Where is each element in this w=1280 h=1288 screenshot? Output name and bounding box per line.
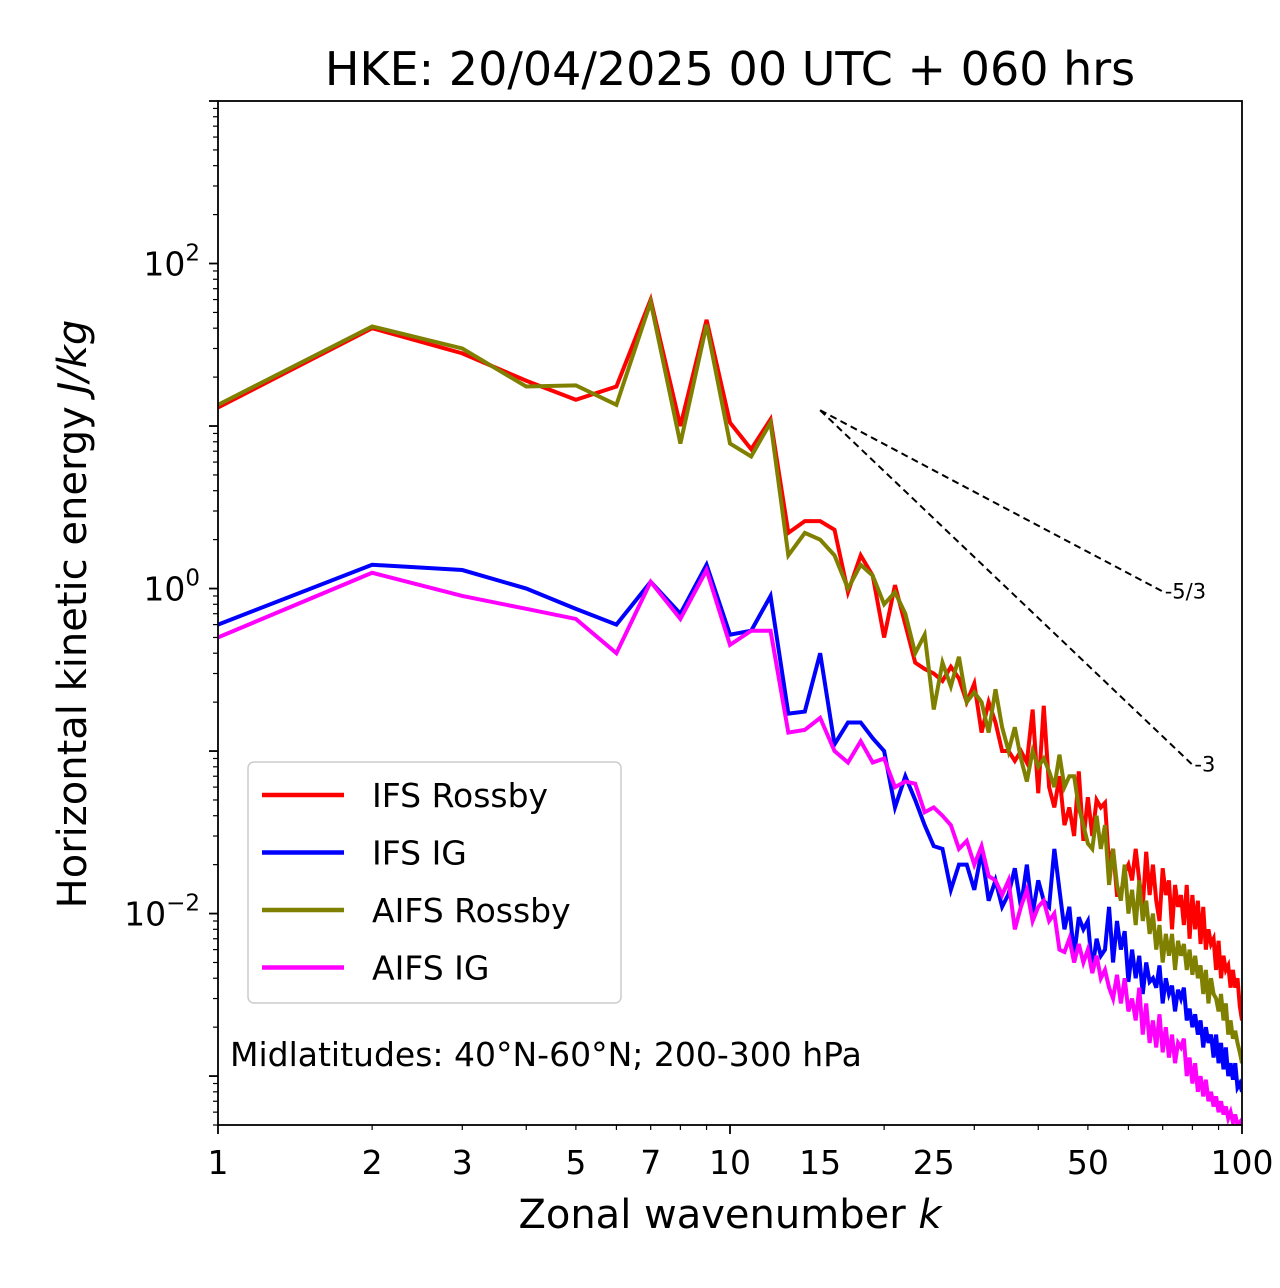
legend-box (247, 761, 622, 1004)
y-axis-label-unit: J/kg (50, 320, 96, 401)
y-tick-label: 102 (143, 241, 200, 284)
series-line-aifs-ig (218, 564, 1242, 1125)
x-tick-label: 2 (362, 1143, 383, 1182)
y-tick-exponent: 0 (185, 566, 200, 592)
legend-label: IFS Rossby (372, 776, 548, 815)
x-tick-label: 15 (799, 1143, 841, 1182)
x-axis-label-var: k (918, 1192, 943, 1238)
x-tick-label: 100 (1211, 1143, 1274, 1182)
legend-label: IFS IG (372, 834, 467, 873)
x-axis-label-text: Zonal wavenumber (518, 1192, 906, 1238)
series-lines (218, 292, 1242, 1125)
reference-line-label: -3 (1194, 753, 1215, 777)
reference-lines: -5/3 -3 (819, 409, 1215, 777)
y-tick-exponent: 2 (185, 241, 200, 267)
y-tick-label: 10−2 (124, 891, 200, 934)
reference-line-2 (819, 409, 1194, 766)
x-tick-label: 1 (208, 1143, 229, 1182)
y-axis-label: Horizontal kinetic energy J/kg (50, 320, 96, 909)
x-axis: 1 2 3 5 7 10 15 25 50 100 (208, 1125, 1274, 1182)
y-tick-base: 10 (143, 570, 185, 609)
reference-line-label: -5/3 (1165, 579, 1206, 603)
series-line-aifs-rossby (218, 294, 1242, 1064)
y-tick-label: 100 (143, 566, 200, 609)
y-tick-base: 10 (124, 895, 166, 934)
x-tick-label: 5 (565, 1143, 586, 1182)
x-tick-label: 50 (1067, 1143, 1109, 1182)
x-tick-label: 3 (452, 1143, 473, 1182)
series-line-ifs-ig (218, 559, 1242, 1095)
legend-label: AIFS Rossby (372, 891, 571, 930)
x-tick-label: 10 (709, 1143, 751, 1182)
legend: IFS Rossby IFS IG AIFS Rossby AIFS IG (247, 761, 622, 1004)
x-tick-label: 25 (913, 1143, 955, 1182)
y-axis-label-text: Horizontal kinetic energy (50, 406, 96, 908)
y-tick-exponent: −2 (166, 891, 200, 917)
y-tick-base: 10 (143, 245, 185, 284)
region-annotation: Midlatitudes: 40°N-60°N; 200-300 hPa (230, 1035, 862, 1074)
chart-title: HKE: 20/04/2025 00 UTC + 060 hrs (325, 42, 1135, 96)
legend-label: AIFS IG (372, 949, 489, 988)
x-tick-label: 7 (640, 1143, 661, 1182)
x-axis-label: Zonal wavenumber k (518, 1192, 943, 1238)
reference-line-1 (819, 409, 1164, 593)
